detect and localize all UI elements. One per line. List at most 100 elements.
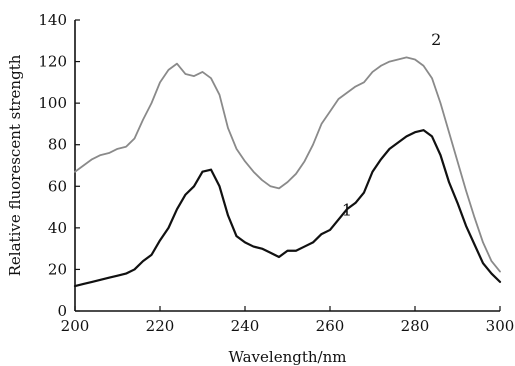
series-2-point: [491, 260, 493, 262]
series-1-point: [278, 256, 280, 258]
series-2-point: [236, 148, 238, 150]
series-2-point: [100, 154, 102, 156]
series-1-label: 1: [342, 200, 352, 219]
series-2-point: [261, 179, 263, 181]
y-tick-label: 60: [48, 177, 67, 195]
series-2-point: [210, 77, 212, 79]
series-1-point: [372, 171, 374, 173]
series-1-point: [406, 136, 408, 138]
series-2-point: [312, 144, 314, 146]
x-tick-label: 260: [316, 317, 345, 335]
y-tick-label: 80: [48, 136, 67, 154]
series-2-point: [397, 59, 399, 61]
y-tick-label: 40: [48, 219, 67, 237]
series-1-line: [73, 129, 502, 288]
series-1-point: [83, 283, 85, 285]
x-tick-label: 300: [486, 317, 515, 335]
y-tick-label: 140: [38, 11, 67, 29]
y-tick-label: 20: [48, 260, 67, 278]
series-1-point: [431, 136, 433, 138]
x-tick-label: 280: [401, 317, 430, 335]
series-2-point: [270, 185, 272, 187]
series-1-point: [380, 158, 382, 160]
series-2-point: [278, 188, 280, 190]
series-2-point: [389, 61, 391, 63]
series-1-point: [465, 225, 467, 227]
series-1-point: [448, 181, 450, 183]
y-tick-label: 120: [38, 53, 67, 71]
series-2-point: [457, 161, 459, 163]
y-tick-label: 100: [38, 94, 67, 112]
series-1-point: [474, 244, 476, 246]
series-2-point: [338, 98, 340, 100]
x-tick-label: 240: [231, 317, 260, 335]
series-2-point: [244, 161, 246, 163]
x-tick-label: 200: [61, 317, 90, 335]
y-axis-title: Relative fluorescent strength: [6, 54, 24, 276]
series-2-point: [355, 86, 357, 88]
series-2-point: [414, 59, 416, 61]
series-1-point: [74, 285, 76, 287]
series-2-point: [363, 82, 365, 84]
series-1-point: [295, 250, 297, 252]
series-2-point: [499, 271, 501, 273]
series-2-point: [227, 127, 229, 129]
series-2-point: [346, 92, 348, 94]
series-1-point: [423, 129, 425, 131]
series-1-point: [414, 131, 416, 133]
series-2-point: [159, 82, 161, 84]
series-2-point: [142, 119, 144, 121]
series-2-point: [329, 111, 331, 113]
series-1-point: [491, 273, 493, 275]
series-1-point: [193, 185, 195, 187]
series-1-point: [338, 219, 340, 221]
series-2-point: [74, 171, 76, 173]
series-2-point: [372, 71, 374, 73]
series-2-point: [134, 138, 136, 140]
series-1-point: [363, 192, 365, 194]
series-2-point: [91, 158, 93, 160]
series-2-point: [440, 102, 442, 104]
series-1-point: [134, 269, 136, 271]
series-1-point: [261, 248, 263, 250]
series-1-point: [389, 148, 391, 150]
series-1-point: [91, 281, 93, 283]
series-2-point: [295, 173, 297, 175]
series-2-point: [117, 148, 119, 150]
series-1-point: [312, 242, 314, 244]
series-1-point: [142, 260, 144, 262]
series-2-point: [406, 57, 408, 59]
series-2-point: [219, 94, 221, 96]
series-2-point: [474, 217, 476, 219]
series-1-point: [125, 273, 127, 275]
series-1-point: [108, 277, 110, 279]
series-2-point: [304, 161, 306, 163]
series-1-point: [304, 246, 306, 248]
series-1-point: [244, 242, 246, 244]
series-2-point: [321, 123, 323, 125]
series-2-point: [168, 69, 170, 71]
series-1-point: [159, 240, 161, 242]
series-2-point: [423, 65, 425, 67]
series-1-point: [397, 142, 399, 144]
series-2-point: [202, 71, 204, 73]
y-tick-label: 0: [57, 302, 67, 320]
series-1-point: [117, 275, 119, 277]
series-1-point: [168, 227, 170, 229]
series-2-point: [193, 75, 195, 77]
series-1-point: [219, 185, 221, 187]
series-1-point: [355, 202, 357, 204]
series-2-point: [253, 171, 255, 173]
series-2-point: [176, 63, 178, 65]
series-2-point: [151, 102, 153, 104]
series-1-point: [440, 154, 442, 156]
series-1-point: [185, 194, 187, 196]
series-2-point: [185, 73, 187, 75]
series-2-point: [125, 146, 127, 148]
x-tick-label: 220: [146, 317, 175, 335]
series-1-point: [210, 169, 212, 171]
series-1-point: [253, 246, 255, 248]
series-2-point: [380, 65, 382, 67]
